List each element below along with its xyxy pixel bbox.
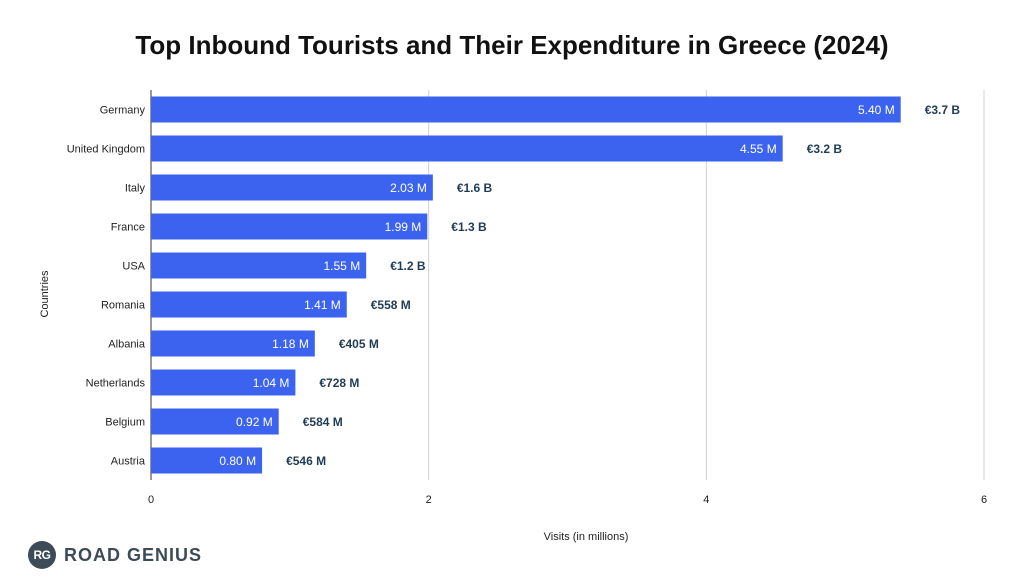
category-label-8: Belgium [105,417,145,429]
category-label-3: France [111,222,145,234]
value-label-4: 1.55 M [324,259,361,273]
value-label-2: 2.03 M [390,181,427,195]
x-tick-label-4: 4 [703,494,709,506]
value-label-6: 1.18 M [272,337,309,351]
category-label-4: USA [122,261,145,273]
value-label-0: 5.40 M [858,103,895,117]
value-label-9: 0.80 M [219,454,256,468]
category-label-5: Romania [101,300,146,312]
bar-9 [151,447,263,474]
value-label-7: 1.04 M [253,376,290,390]
category-label-2: Italy [125,183,146,195]
logo-badge-icon: RG [28,541,56,569]
category-label-6: Albania [108,339,146,351]
category-label-1: United Kingdom [67,144,145,156]
x-tick-label-2: 2 [426,494,432,506]
expenditure-label-2: €1.6 B [457,181,493,195]
x-axis-label: Visits (in millions) [544,531,629,543]
chart-title: Top Inbound Tourists and Their Expenditu… [135,30,889,60]
x-tick-label-6: 6 [981,494,987,506]
bar-0 [151,96,901,123]
road-genius-logo: RG ROAD GENIUS [28,540,202,570]
bar-8 [151,408,279,435]
expenditure-label-3: €1.3 B [451,220,487,234]
bar-3 [151,213,428,240]
bar-6 [151,330,315,357]
expenditure-label-5: €558 M [371,298,411,312]
bar-layer [151,96,901,474]
logo-badge-text: RG [33,548,52,562]
logo-text: ROAD GENIUS [64,544,203,565]
bar-7 [151,369,296,396]
expenditure-label-6: €405 M [339,337,379,351]
y-axis-label: Countries [39,270,51,318]
bar-5 [151,291,347,318]
bar-2 [151,174,433,201]
category-label-0: Germany [100,105,146,117]
bar-1 [151,135,783,162]
expenditure-label-0: €3.7 B [925,103,961,117]
value-label-5: 1.41 M [304,298,341,312]
bar-4 [151,252,367,279]
category-label-7: Netherlands [86,378,146,390]
value-label-3: 1.99 M [385,220,422,234]
expenditure-label-4: €1.2 B [390,259,426,273]
expenditure-label-9: €546 M [286,454,326,468]
expenditure-label-7: €728 M [319,376,359,390]
category-label-9: Austria [111,456,146,468]
x-tick-label-0: 0 [148,494,154,506]
expenditure-label-1: €3.2 B [807,142,843,156]
label-layer: 0 2 4 6 Germany 5.40 M €3.7 B United Kingdom 4.5… [67,103,987,506]
value-label-8: 0.92 M [236,415,273,429]
value-label-1: 4.55 M [740,142,777,156]
expenditure-label-8: €584 M [303,415,343,429]
